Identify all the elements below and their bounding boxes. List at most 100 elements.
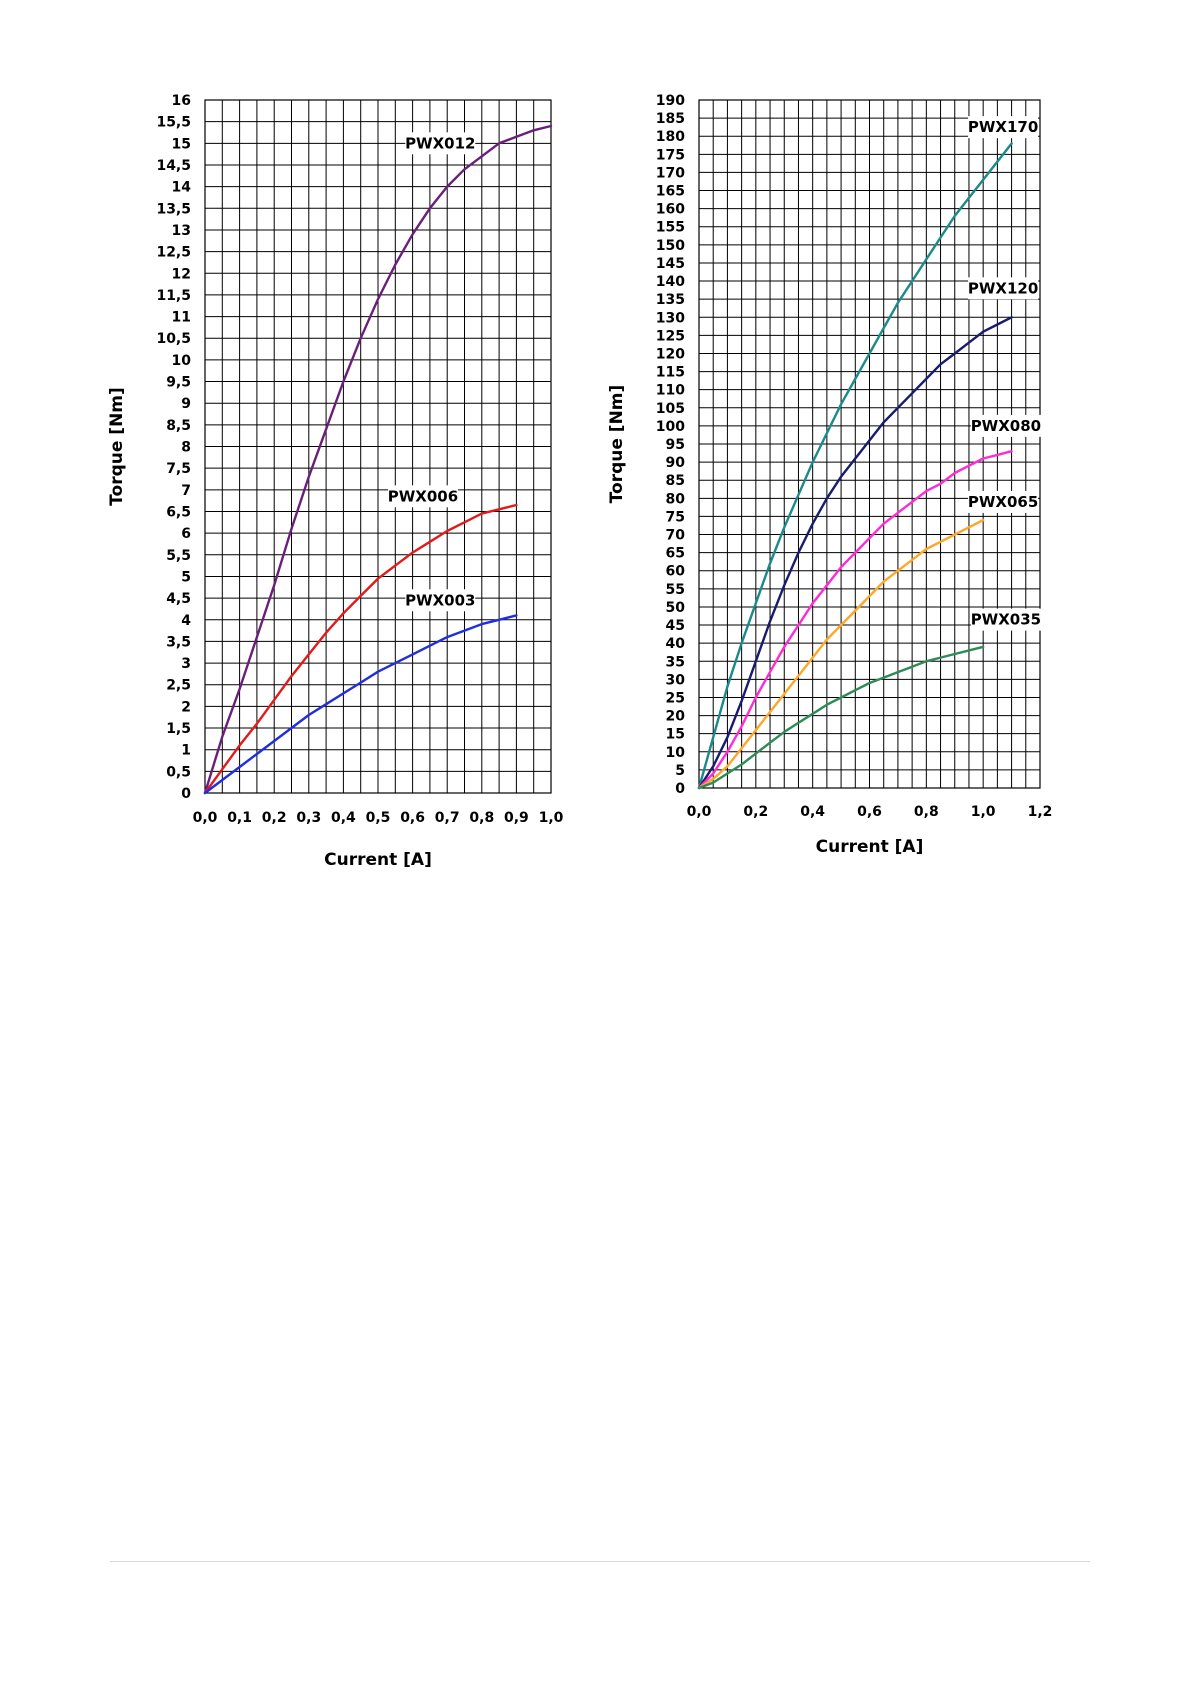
right-y-tick-label: 75 bbox=[666, 509, 685, 525]
right-y-tick-label: 185 bbox=[656, 111, 685, 127]
left-y-tick-label: 5 bbox=[181, 569, 191, 585]
series-label-pwx120: PWX120 bbox=[968, 279, 1038, 297]
series-line-pwx120 bbox=[697, 316, 1013, 790]
right-y-tick-label: 30 bbox=[666, 672, 686, 688]
series-line-pwx003 bbox=[203, 614, 518, 795]
left-x-tick-label: 0,9 bbox=[504, 810, 529, 826]
right-y-tick-label: 165 bbox=[656, 184, 685, 200]
left-y-tick-label: 6,5 bbox=[166, 504, 191, 520]
left-y-tick-label: 0 bbox=[181, 786, 191, 802]
left-x-tick-label: 0,7 bbox=[435, 810, 460, 826]
series-label-bg bbox=[968, 277, 1039, 300]
left-y-tick-label: 10 bbox=[172, 353, 192, 369]
right-y-tick-label: 85 bbox=[666, 473, 685, 489]
left-x-tick-label: 0,4 bbox=[331, 810, 356, 826]
right-y-tick-label: 140 bbox=[656, 274, 685, 290]
right-y-tick-label: 55 bbox=[666, 582, 685, 598]
right-x-tick-label: 1,0 bbox=[971, 804, 996, 820]
left-y-tick-label: 5,5 bbox=[166, 548, 191, 564]
series-label-pwx080: PWX080 bbox=[971, 417, 1041, 435]
series-label-bg bbox=[968, 116, 1039, 139]
right-y-tick-label: 35 bbox=[666, 654, 685, 670]
left-x-tick-label: 0,5 bbox=[366, 810, 391, 826]
right-y-tick-label: 125 bbox=[656, 328, 685, 344]
left-y-tick-label: 16 bbox=[172, 93, 191, 109]
right-y-tick-label: 130 bbox=[656, 310, 685, 326]
right-y-tick-label: 160 bbox=[656, 202, 685, 218]
left-y-tick-label: 7 bbox=[181, 483, 191, 499]
series-label-pwx012: PWX012 bbox=[405, 134, 475, 152]
right-x-axis-label: Current [A] bbox=[816, 837, 924, 857]
left-x-tick-label: 0,2 bbox=[262, 810, 287, 826]
series-line-pwx035 bbox=[697, 645, 985, 790]
left-grid bbox=[205, 100, 551, 793]
right-x-tick-label: 0,8 bbox=[914, 804, 939, 820]
left-y-axis-label: Torque [Nm] bbox=[107, 387, 127, 506]
left-x-tick-label: 0,6 bbox=[400, 810, 425, 826]
left-y-tick-label: 4 bbox=[181, 613, 191, 629]
left-y-tick-label: 3,5 bbox=[166, 634, 191, 650]
right-y-tick-label: 95 bbox=[666, 437, 685, 453]
left-y-tick-label: 11 bbox=[172, 310, 191, 326]
left-y-tick-label: 1,5 bbox=[166, 721, 191, 737]
right-y-tick-label: 105 bbox=[656, 401, 685, 417]
left-x-tick-label: 0,0 bbox=[193, 810, 218, 826]
right-y-tick-label: 25 bbox=[666, 690, 685, 706]
left-y-tick-label: 14,5 bbox=[156, 158, 191, 174]
right-y-tick-label: 110 bbox=[656, 383, 685, 399]
page-footer-rule bbox=[110, 1561, 1090, 1562]
right-y-tick-label: 100 bbox=[656, 419, 685, 435]
series-label-pwx003: PWX003 bbox=[405, 591, 475, 609]
series-label-bg bbox=[405, 589, 476, 612]
right-y-tick-label: 175 bbox=[656, 147, 685, 163]
series-label-pwx006: PWX006 bbox=[388, 487, 458, 505]
series-label-bg bbox=[968, 490, 1039, 513]
right-y-tick-label: 60 bbox=[666, 564, 686, 580]
right-y-tick-label: 180 bbox=[656, 129, 685, 145]
left-y-tick-label: 0,5 bbox=[166, 764, 191, 780]
right-y-tick-label: 145 bbox=[656, 256, 685, 272]
right-x-tick-label: 0,2 bbox=[743, 804, 768, 820]
series-label-bg bbox=[405, 132, 476, 155]
right-y-tick-label: 135 bbox=[656, 292, 685, 308]
right-y-tick-label: 190 bbox=[656, 93, 685, 109]
left-x-tick-label: 0,3 bbox=[296, 810, 321, 826]
right-y-tick-label: 155 bbox=[656, 220, 685, 236]
left-y-tick-label: 6 bbox=[181, 526, 191, 542]
left-y-tick-label: 1 bbox=[181, 743, 191, 759]
right-y-axis-label: Torque [Nm] bbox=[607, 385, 627, 504]
left-y-tick-label: 3 bbox=[181, 656, 191, 672]
left-torque-chart: 00,511,522,533,544,555,566,577,588,599,5… bbox=[107, 93, 564, 870]
right-x-tick-label: 0,4 bbox=[800, 804, 825, 820]
left-x-tick-label: 1,0 bbox=[539, 810, 564, 826]
series-line-pwx065 bbox=[697, 518, 985, 790]
right-y-tick-label: 10 bbox=[666, 745, 686, 761]
left-y-tick-label: 11,5 bbox=[156, 288, 191, 304]
series-label-bg bbox=[387, 485, 458, 508]
series-label-pwx170: PWX170 bbox=[968, 118, 1038, 136]
right-y-tick-label: 120 bbox=[656, 346, 685, 362]
series-label-pwx065: PWX065 bbox=[968, 493, 1038, 511]
series-label-bg bbox=[970, 414, 1041, 437]
series-line-pwx012 bbox=[203, 124, 553, 795]
series-label-pwx035: PWX035 bbox=[971, 611, 1041, 629]
left-y-tick-label: 12,5 bbox=[156, 245, 191, 261]
right-y-tick-label: 80 bbox=[666, 491, 686, 507]
right-x-tick-label: 1,2 bbox=[1028, 804, 1053, 820]
right-y-tick-label: 40 bbox=[666, 636, 686, 652]
left-y-tick-label: 13,5 bbox=[156, 201, 191, 217]
left-y-tick-label: 13 bbox=[172, 223, 191, 239]
left-y-tick-label: 8 bbox=[181, 440, 191, 456]
right-y-tick-label: 90 bbox=[666, 455, 686, 471]
left-y-tick-label: 2 bbox=[181, 699, 191, 715]
left-y-tick-label: 8,5 bbox=[166, 418, 191, 434]
right-y-tick-label: 0 bbox=[675, 781, 685, 797]
left-x-tick-label: 0,1 bbox=[227, 810, 252, 826]
left-y-tick-label: 15,5 bbox=[156, 115, 191, 131]
left-y-tick-label: 4,5 bbox=[166, 591, 191, 607]
left-x-axis-label: Current [A] bbox=[324, 850, 432, 870]
left-y-tick-label: 7,5 bbox=[166, 461, 191, 477]
right-torque-chart: 0 5 10 15 20 25 30 35 40 45 50 55 60 65 70 75 80 85 90 95 10… bbox=[607, 93, 1052, 857]
right-y-tick-label: 50 bbox=[666, 600, 686, 616]
series-label-bg bbox=[970, 608, 1041, 631]
